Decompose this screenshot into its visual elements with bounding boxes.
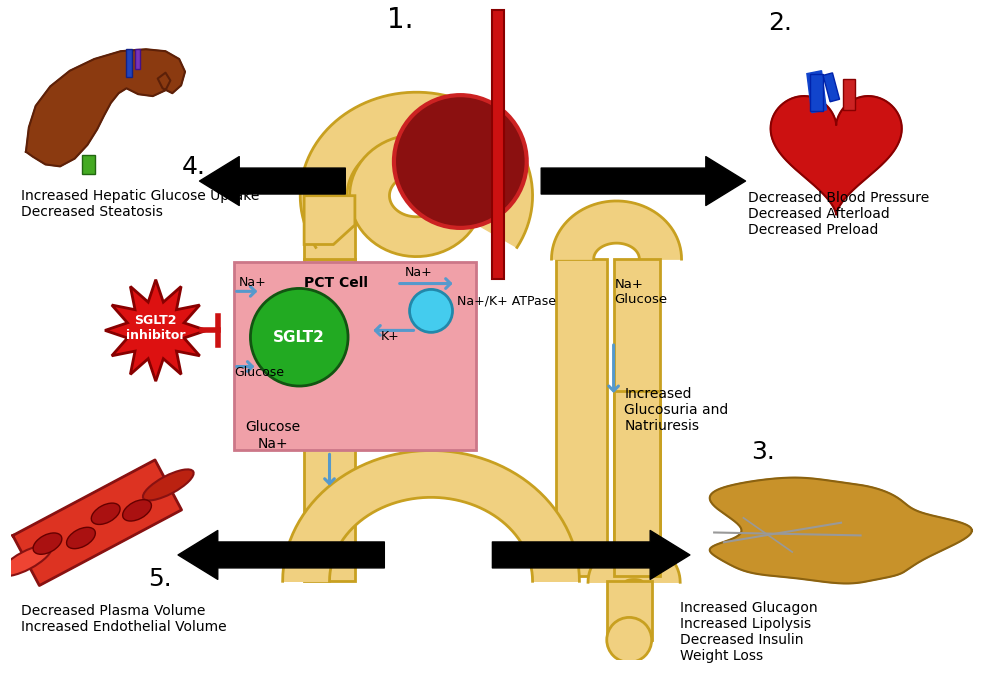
Circle shape <box>394 95 527 228</box>
Polygon shape <box>105 280 206 381</box>
Polygon shape <box>807 71 826 113</box>
Text: Increased Glucagon
Increased Lipolysis
Decreased Insulin
Weight Loss: Increased Glucagon Increased Lipolysis D… <box>680 601 817 663</box>
Text: 4.: 4. <box>182 155 206 179</box>
Text: K+: K+ <box>381 330 399 343</box>
Polygon shape <box>304 195 355 245</box>
Polygon shape <box>556 259 606 577</box>
Ellipse shape <box>92 503 120 525</box>
Polygon shape <box>551 201 681 259</box>
Polygon shape <box>606 581 652 640</box>
Bar <box>843 78 855 110</box>
Polygon shape <box>304 195 355 259</box>
Bar <box>823 73 839 102</box>
Text: Increased
Glucosuria and
Natriuresis: Increased Glucosuria and Natriuresis <box>624 387 729 433</box>
Circle shape <box>250 289 348 386</box>
Polygon shape <box>613 391 661 577</box>
Polygon shape <box>283 450 580 581</box>
Text: Decreased Blood Pressure
Decreased Afterload
Decreased Preload: Decreased Blood Pressure Decreased After… <box>748 191 930 237</box>
Bar <box>82 155 96 174</box>
Polygon shape <box>304 259 355 581</box>
Text: Na+: Na+ <box>239 276 266 289</box>
Polygon shape <box>350 135 483 257</box>
Polygon shape <box>588 542 680 582</box>
Text: SGLT2: SGLT2 <box>273 330 325 345</box>
Polygon shape <box>613 259 661 577</box>
Polygon shape <box>26 49 185 166</box>
Polygon shape <box>771 96 902 214</box>
Text: PCT Cell: PCT Cell <box>304 276 368 290</box>
Text: SGLT2
inhibitor: SGLT2 inhibitor <box>126 314 185 343</box>
Text: 1.: 1. <box>387 6 413 34</box>
Ellipse shape <box>143 469 193 500</box>
Circle shape <box>409 289 453 333</box>
Bar <box>810 74 823 111</box>
Text: Decreased Plasma Volume
Increased Endothelial Volume: Decreased Plasma Volume Increased Endoth… <box>21 604 227 634</box>
Bar <box>126 49 132 76</box>
Ellipse shape <box>122 500 152 521</box>
Polygon shape <box>13 460 181 585</box>
Bar <box>234 262 476 450</box>
Text: Glucose
Na+: Glucose Na+ <box>246 420 301 450</box>
Text: Na+/K+ ATPase: Na+/K+ ATPase <box>458 295 556 308</box>
Text: 2.: 2. <box>768 11 792 34</box>
Bar <box>135 49 140 69</box>
Ellipse shape <box>67 527 96 549</box>
Text: 3.: 3. <box>751 440 775 464</box>
Ellipse shape <box>34 533 62 554</box>
Text: 5.: 5. <box>148 567 172 592</box>
Text: Glucose: Glucose <box>234 366 284 379</box>
Circle shape <box>606 617 652 662</box>
Polygon shape <box>300 92 532 247</box>
Text: Increased Hepatic Glucose Uptake
Decreased Steatosis: Increased Hepatic Glucose Uptake Decreas… <box>21 189 259 219</box>
Text: Na+
Glucose: Na+ Glucose <box>614 278 668 306</box>
Polygon shape <box>710 478 972 583</box>
Text: Na+: Na+ <box>404 266 433 279</box>
Bar <box>492 10 504 279</box>
Ellipse shape <box>1 545 51 576</box>
